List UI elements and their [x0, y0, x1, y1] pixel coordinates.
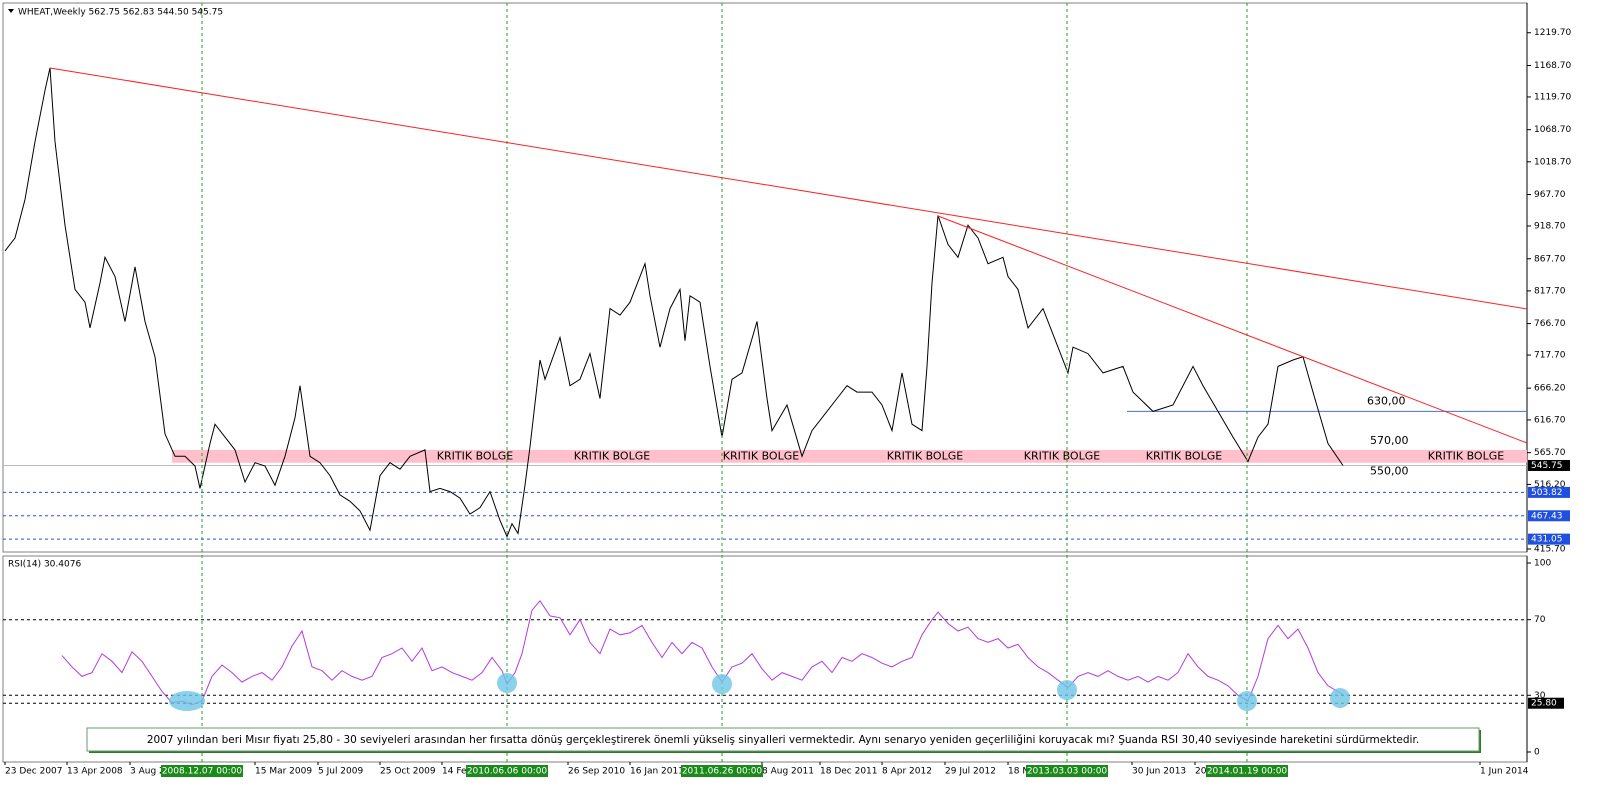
trend-line [49, 67, 1528, 310]
h-line-label-box [1528, 486, 1570, 498]
highlight-circle [169, 691, 205, 711]
zone-label: KRITIK BOLGE [1428, 449, 1504, 462]
y-tick-label: 967.70 [1534, 190, 1566, 200]
highlight-circle [1330, 688, 1350, 708]
zone-label: KRITIK BOLGE [887, 449, 963, 462]
series-line [61, 599, 1344, 706]
x-tick-label: 16 Jan 2011 [630, 767, 684, 777]
v-line-label-box [466, 765, 548, 777]
highlight-circle [1057, 680, 1077, 700]
trend-line [937, 215, 1528, 444]
series-line [4, 67, 1344, 538]
y-tick-label: 70 [1534, 615, 1546, 625]
x-tick-label: 13 Apr 2008 [67, 767, 123, 777]
level-label-box [1528, 697, 1564, 709]
zone [172, 449, 1527, 463]
h-line-label: 431.05 [1531, 535, 1563, 545]
menu-arrow [8, 9, 14, 13]
x-tick-label: 8 Apr 2012 [882, 767, 932, 777]
level-label: 25.80 [1531, 699, 1557, 709]
v-line-label-box [1026, 765, 1108, 777]
x-tick-label: 25 Oct 2009 [380, 767, 436, 777]
indicator-title: RSI(14) 30.4076 [8, 560, 81, 570]
v-line-label-box [161, 765, 243, 777]
level-label: 630,00 [1367, 394, 1406, 407]
v-line-label-box [1206, 765, 1288, 777]
zone-label: KRITIK BOLGE [1146, 449, 1222, 462]
y-tick-label: 1068.70 [1534, 125, 1571, 135]
x-tick-label: 23 Dec 2007 [5, 767, 63, 777]
x-tick-label: 8 Aug 2011 [762, 767, 814, 777]
highlight-circle [1237, 691, 1257, 711]
y-tick-label: 817.70 [1534, 286, 1566, 296]
plot-layer: 1219.70 1168.70 1119.70 1068.70 1018.70 967.7… [3, 3, 1571, 777]
zone-label: KRITIK BOLGE [574, 449, 650, 462]
v-line-label: 2014.01.19 00:00 [1207, 767, 1288, 777]
y-tick-label: 415.70 [1534, 544, 1566, 554]
v-line-label-box [681, 765, 763, 777]
h-line-label-box [1528, 533, 1570, 545]
x-tick-label: 3 Aug 2008 [130, 767, 182, 777]
y-tick-label: 30 [1534, 691, 1546, 701]
zone-label: KRITIK BOLGE [1024, 449, 1100, 462]
y-tick-label: 717.70 [1534, 351, 1566, 361]
y-tick-label: 616.70 [1534, 415, 1566, 425]
highlight-circle [712, 674, 732, 694]
x-tick-label: 18 Dec 2011 [820, 767, 878, 777]
x-tick-label: 30 Jun 2013 [1132, 767, 1186, 777]
v-line-label: 2010.06.06 00:00 [467, 767, 548, 777]
y-tick-label: 1119.70 [1534, 92, 1571, 102]
highlight-circle [497, 673, 517, 693]
note-text: 2007 yılından beri Mısır fiyatı 25,80 - … [147, 734, 1419, 746]
x-tick-label: 15 Mar 2009 [255, 767, 312, 777]
x-tick-label: 26 Sep 2010 [568, 767, 625, 777]
chart-title: WHEAT,Weekly 562.75 562.83 544.50 545.75 [18, 8, 223, 18]
y-tick-label: 516.20 [1534, 480, 1566, 490]
y-tick-label: 1168.70 [1534, 61, 1571, 71]
y-tick-label: 918.70 [1534, 222, 1566, 232]
zone-label: KRITIK BOLGE [437, 449, 513, 462]
v-line-label: 2008.12.07 00:00 [162, 767, 243, 777]
current-price-label-box [1528, 459, 1570, 471]
h-line-label: 503.82 [1531, 488, 1563, 498]
y-tick-label: 100 [1534, 558, 1551, 568]
v-line-label: 2011.06.26 00:00 [682, 767, 763, 777]
y-tick-label: 867.70 [1534, 254, 1566, 264]
y-tick-label: 1219.70 [1534, 28, 1571, 38]
x-tick-label: 29 Jul 2012 [945, 767, 996, 777]
y-tick-label: 0 [1534, 747, 1540, 757]
h-line-label: 467.43 [1531, 511, 1563, 521]
current-price-label: 545.75 [1531, 461, 1563, 471]
zone-lower-label: 550,00 [1370, 465, 1409, 478]
note-box [86, 727, 1480, 752]
x-tick-label: 5 Jul 2009 [318, 767, 363, 777]
y-tick-label: 1018.70 [1534, 157, 1571, 167]
panel-frame [2, 2, 1528, 553]
zone-upper-label: 570,00 [1370, 434, 1409, 447]
y-tick-label: 766.70 [1534, 319, 1566, 329]
y-tick-label: 666.20 [1534, 384, 1566, 394]
v-line-label: 2013.03.03 00:00 [1027, 767, 1108, 777]
x-tick-label: 1 Jun 2014 [1480, 767, 1529, 777]
y-tick-label: 565.70 [1534, 448, 1566, 458]
zone-label: KRITIK BOLGE [723, 449, 799, 462]
h-line-label-box [1528, 510, 1570, 522]
